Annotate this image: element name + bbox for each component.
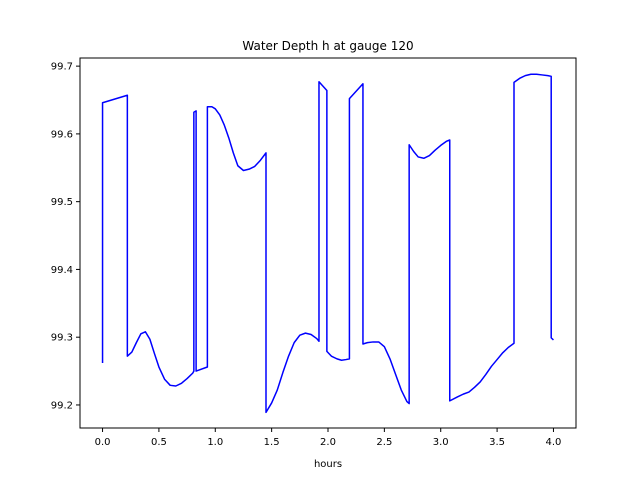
y-tick-label: 99.5 xyxy=(51,197,73,208)
x-tick-label: 2.0 xyxy=(320,437,336,448)
plot-area xyxy=(101,73,554,414)
y-tick-label: 99.3 xyxy=(51,333,73,344)
x-tick-label: 0.5 xyxy=(151,437,167,448)
chart-title: Water Depth h at gauge 120 xyxy=(242,39,413,53)
x-tick-label: 3.5 xyxy=(489,437,505,448)
y-tick-label: 99.2 xyxy=(51,400,73,411)
y-tick-label: 99.4 xyxy=(51,265,73,276)
x-tick-label: 1.0 xyxy=(207,437,223,448)
x-tick-label: 0.0 xyxy=(95,437,111,448)
y-tick-label: 99.7 xyxy=(51,62,73,73)
x-tick-label: 3.0 xyxy=(433,437,449,448)
x-axis-label: hours xyxy=(314,459,342,470)
x-tick-label: 2.5 xyxy=(376,437,392,448)
y-axis: 99.2 99.3 99.4 99.5 99.6 99.7 xyxy=(51,62,80,411)
x-axis: 0.0 0.5 1.0 1.5 2.0 2.5 3.0 3.5 4.0 xyxy=(95,428,562,448)
x-tick-label: 1.5 xyxy=(264,437,280,448)
x-tick-label: 4.0 xyxy=(546,437,562,448)
y-tick-label: 99.6 xyxy=(51,129,73,140)
series-line-0 xyxy=(101,73,554,414)
